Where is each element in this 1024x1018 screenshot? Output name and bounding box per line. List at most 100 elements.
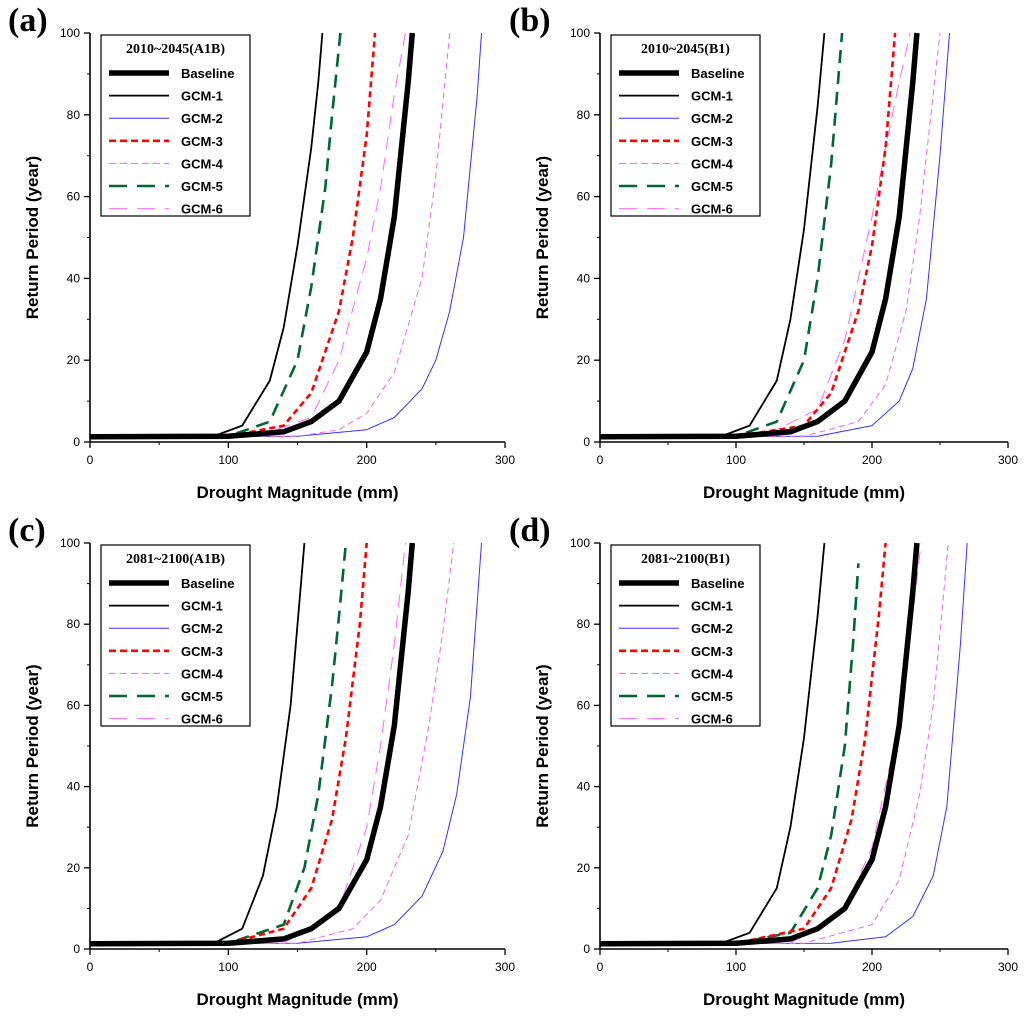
y-tick-label: 60 (67, 698, 81, 712)
legend-label: Baseline (691, 576, 744, 591)
x-tick-label: 200 (862, 960, 882, 974)
panel-letter: (a) (8, 2, 48, 39)
legend-box (100, 544, 251, 727)
y-tick-label: 20 (67, 353, 81, 367)
x-tick-label: 100 (726, 453, 746, 467)
x-axis-title: Drought Magnitude (mm) (196, 483, 398, 502)
series-line-gcm-1 (90, 542, 306, 945)
series-line-gcm-3 (600, 32, 897, 439)
x-tick-label: 0 (87, 453, 94, 467)
legend-label: GCM-1 (181, 89, 223, 104)
legend-label: GCM-5 (691, 689, 733, 704)
x-tick-label: 0 (597, 453, 604, 467)
chart-panel-c: (c) 0 100 200 300 0 20 40 60 80 100 Drought Magnitu… (8, 512, 515, 1009)
series-line-gcm-5 (90, 32, 342, 439)
series-line-baseline (600, 542, 920, 947)
legend-label: GCM-3 (181, 134, 223, 149)
chart-panel-a: (a) 0 100 200 300 0 20 40 60 80 100 Drought Magnitu… (8, 2, 515, 502)
y-tick-label: 0 (583, 435, 590, 449)
series-line-gcm-3 (90, 542, 368, 946)
legend-title: 2081~2100(A1B) (126, 552, 225, 567)
series-line-gcm-5 (600, 563, 860, 946)
x-axis-title: Drought Magnitude (mm) (196, 990, 398, 1009)
legend-box (610, 34, 761, 217)
legend-label: GCM-6 (181, 202, 223, 217)
legend-label: GCM-2 (181, 111, 223, 126)
panel-letter: (b) (509, 2, 551, 39)
legend-label: GCM-6 (181, 712, 223, 727)
y-tick-label: 40 (67, 780, 81, 794)
legend-title: 2081~2100(B1) (641, 552, 730, 567)
x-tick-label: 100 (726, 960, 746, 974)
x-tick-label: 200 (862, 453, 882, 467)
y-tick-label: 80 (67, 108, 81, 122)
series-line-gcm-2 (600, 32, 950, 438)
series-group (600, 32, 950, 440)
series-line-baseline (90, 542, 416, 947)
y-tick-label: 60 (67, 190, 81, 204)
x-axis-title: Drought Magnitude (mm) (703, 990, 905, 1009)
y-tick-label: 0 (73, 942, 80, 956)
x-tick-label: 100 (218, 453, 238, 467)
legend-label: GCM-4 (691, 666, 734, 681)
legend-label: Baseline (181, 576, 234, 591)
y-tick-label: 0 (583, 942, 590, 956)
legend-label: GCM-4 (181, 666, 224, 681)
y-tick-label: 80 (577, 617, 591, 631)
legend-label: GCM-3 (181, 644, 223, 659)
legend-label: Baseline (181, 66, 234, 81)
series-line-baseline (90, 32, 416, 440)
legend-box (610, 544, 761, 727)
x-tick-label: 300 (495, 960, 515, 974)
y-axis-title: Return Period (year) (23, 664, 42, 827)
y-tick-label: 100 (570, 536, 590, 550)
legend-label: GCM-5 (181, 689, 223, 704)
legend-label: GCM-3 (691, 644, 733, 659)
x-tick-label: 100 (218, 960, 238, 974)
series-line-gcm-4 (600, 32, 941, 438)
legend-box (100, 34, 251, 217)
y-tick-label: 80 (67, 617, 81, 631)
x-tick-label: 200 (357, 960, 377, 974)
series-group (90, 542, 482, 947)
series-line-gcm-2 (90, 32, 482, 438)
series-line-gcm-3 (90, 32, 377, 439)
y-tick-label: 100 (60, 26, 80, 40)
series-line-gcm-4 (90, 32, 451, 438)
series-line-gcm-2 (90, 542, 482, 945)
series-line-gcm-4 (90, 542, 455, 945)
series-line-gcm-3 (600, 542, 887, 946)
x-tick-label: 300 (495, 453, 515, 467)
chart-panel-b: (b) 0 100 200 300 0 20 40 60 80 100 Drought Magnitu… (509, 2, 1018, 502)
legend-title: 2010~2045(B1) (641, 42, 730, 57)
series-line-baseline (600, 32, 920, 440)
legend-label: GCM-5 (181, 179, 223, 194)
legend-label: GCM-2 (691, 111, 733, 126)
y-tick-label: 100 (60, 536, 80, 550)
x-tick-label: 300 (998, 453, 1018, 467)
y-tick-label: 20 (577, 861, 591, 875)
y-tick-label: 20 (577, 353, 591, 367)
legend-label: GCM-2 (691, 621, 733, 636)
legend-label: GCM-3 (691, 134, 733, 149)
legend-label: GCM-1 (691, 599, 733, 614)
legend-label: GCM-1 (181, 599, 223, 614)
series-group (600, 542, 968, 947)
y-tick-label: 20 (67, 861, 81, 875)
legend-label: GCM-5 (691, 179, 733, 194)
y-tick-label: 40 (577, 780, 591, 794)
legend-label: GCM-6 (691, 712, 733, 727)
x-tick-label: 0 (597, 960, 604, 974)
series-line-gcm-6 (90, 542, 406, 945)
y-tick-label: 40 (67, 271, 81, 285)
y-axis-title: Return Period (year) (533, 664, 552, 827)
y-tick-label: 80 (577, 108, 591, 122)
panel-letter: (c) (8, 512, 46, 549)
series-line-gcm-2 (600, 542, 968, 945)
y-tick-label: 60 (577, 190, 591, 204)
legend-label: GCM-6 (691, 202, 733, 217)
panel-letter: (d) (509, 512, 551, 549)
series-group (90, 32, 482, 440)
x-axis-title: Drought Magnitude (mm) (703, 483, 905, 502)
legend-label: GCM-2 (181, 621, 223, 636)
